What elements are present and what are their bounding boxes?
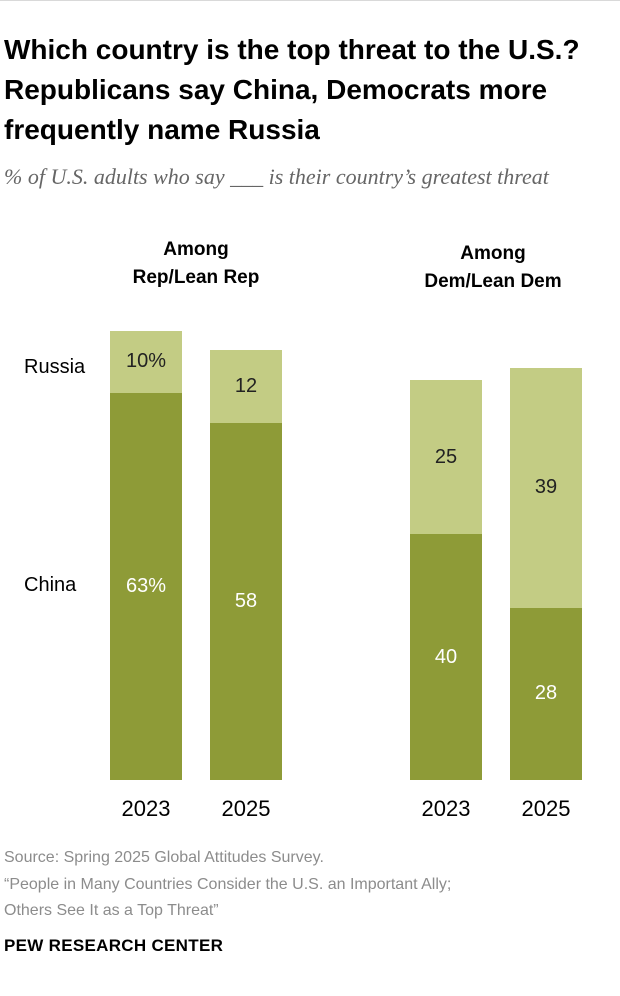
- bar-russia-g0-2025: 12: [210, 349, 282, 424]
- report-title-line2: Others See It as a Top Threat”: [4, 902, 219, 919]
- year-tick-label: 2023: [421, 796, 471, 821]
- chart-subtitle: % of U.S. adults who say ___ is their co…: [4, 164, 549, 189]
- row-label-china: China: [24, 574, 77, 596]
- bar-russia-g1-2023: 25: [410, 380, 482, 534]
- group-label-dem-line2: Dem/Lean Dem: [424, 271, 562, 292]
- year-tick-label: 2025: [221, 796, 271, 821]
- bar-russia-g0-2023: 10%: [110, 331, 182, 393]
- data-label-russia: 25: [434, 445, 458, 468]
- group-label-dem: Among Dem/Lean Dem: [383, 240, 603, 296]
- group-label-rep: Among Rep/Lean Rep: [86, 236, 306, 292]
- source-note: Source: Spring 2025 Global Attitudes Sur…: [4, 849, 324, 866]
- data-label-china: 58: [234, 590, 258, 613]
- pew-logo: PEW RESEARCH CENTER: [4, 936, 224, 955]
- chart-title: Which country is the top threat to the U…: [4, 34, 580, 145]
- top-rule: [0, 0, 620, 1]
- bar-russia-g1-2025: 39: [510, 367, 582, 608]
- group-label-dem-line1: Among: [460, 243, 526, 264]
- data-label-russia: 10%: [125, 350, 167, 373]
- data-label-china: 28: [534, 682, 558, 705]
- report-title-line1: “People in Many Countries Consider the U…: [4, 876, 452, 893]
- group-label-rep-line2: Rep/Lean Rep: [132, 267, 260, 288]
- bar-china-g1-2025: 28: [510, 607, 582, 780]
- data-label-china: 40: [434, 645, 458, 668]
- year-tick-label: 2023: [121, 796, 171, 821]
- data-label-china: 63%: [125, 574, 167, 597]
- group-label-rep-line1: Among: [163, 239, 229, 260]
- bar-china-g1-2023: 40: [410, 534, 482, 780]
- bar-china-g0-2023: 63%: [110, 392, 182, 780]
- year-tick-label: 2025: [521, 796, 571, 821]
- data-label-russia: 39: [534, 476, 558, 499]
- bar-china-g0-2025: 58: [210, 423, 282, 780]
- data-label-russia: 12: [234, 374, 258, 397]
- row-label-russia: Russia: [24, 356, 86, 378]
